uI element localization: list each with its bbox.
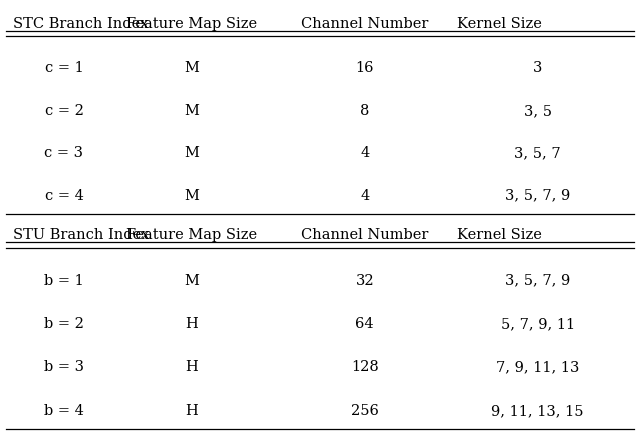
- Text: 256: 256: [351, 404, 379, 418]
- Text: 4: 4: [360, 146, 369, 160]
- Text: H: H: [186, 317, 198, 331]
- Text: 4: 4: [360, 189, 369, 203]
- Text: 3: 3: [533, 61, 542, 75]
- Text: H: H: [186, 404, 198, 418]
- Text: Kernel Size: Kernel Size: [457, 228, 541, 242]
- Text: 3, 5, 7, 9: 3, 5, 7, 9: [505, 189, 570, 203]
- Text: M: M: [184, 61, 200, 75]
- Text: 64: 64: [355, 317, 374, 331]
- Text: STC Branch Index: STC Branch Index: [13, 17, 148, 31]
- Text: 5, 7, 9, 11: 5, 7, 9, 11: [500, 317, 575, 331]
- Text: b = 3: b = 3: [44, 360, 84, 374]
- Text: M: M: [184, 146, 200, 160]
- Text: c = 3: c = 3: [45, 146, 83, 160]
- Text: 3, 5: 3, 5: [524, 104, 552, 118]
- Text: 128: 128: [351, 360, 379, 374]
- Text: M: M: [184, 104, 200, 118]
- Text: 32: 32: [355, 274, 374, 288]
- Text: 3, 5, 7, 9: 3, 5, 7, 9: [505, 274, 570, 288]
- Text: Channel Number: Channel Number: [301, 17, 429, 31]
- Text: b = 4: b = 4: [44, 404, 84, 418]
- Text: M: M: [184, 274, 200, 288]
- Text: 16: 16: [356, 61, 374, 75]
- Text: 3, 5, 7: 3, 5, 7: [515, 146, 561, 160]
- Text: 8: 8: [360, 104, 369, 118]
- Text: 7, 9, 11, 13: 7, 9, 11, 13: [496, 360, 579, 374]
- Text: Kernel Size: Kernel Size: [457, 17, 541, 31]
- Text: H: H: [186, 360, 198, 374]
- Text: c = 1: c = 1: [45, 61, 83, 75]
- Text: Channel Number: Channel Number: [301, 228, 429, 242]
- Text: 9, 11, 13, 15: 9, 11, 13, 15: [492, 404, 584, 418]
- Text: STU Branch Index: STU Branch Index: [13, 228, 149, 242]
- Text: M: M: [184, 189, 200, 203]
- Text: c = 2: c = 2: [45, 104, 83, 118]
- Text: Feature Map Size: Feature Map Size: [127, 228, 257, 242]
- Text: Feature Map Size: Feature Map Size: [127, 17, 257, 31]
- Text: c = 4: c = 4: [45, 189, 83, 203]
- Text: b = 2: b = 2: [44, 317, 84, 331]
- Text: b = 1: b = 1: [44, 274, 84, 288]
